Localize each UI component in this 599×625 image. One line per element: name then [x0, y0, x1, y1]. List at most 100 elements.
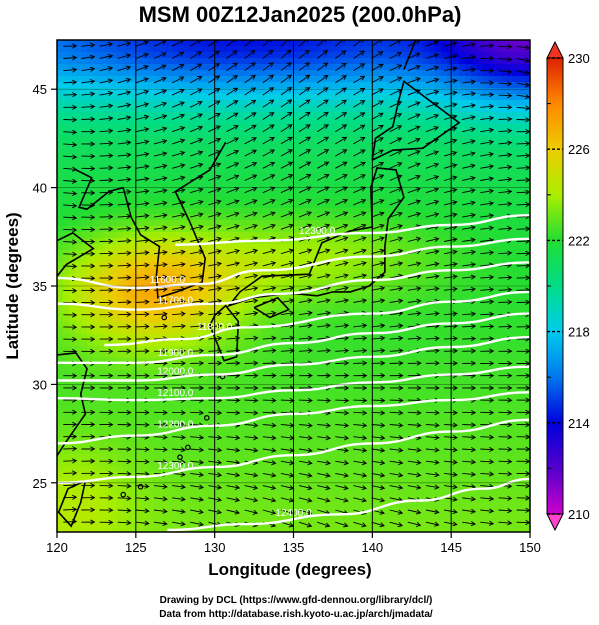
heatmap-cell [435, 334, 442, 341]
heatmap-cell [171, 142, 178, 149]
heatmap-cell [171, 124, 178, 131]
heatmap-cell [483, 160, 490, 167]
heatmap-cell [363, 304, 370, 311]
heatmap-cell [345, 76, 352, 83]
heatmap-cell [63, 352, 70, 359]
heatmap-cell [123, 130, 130, 137]
heatmap-cell [303, 388, 310, 395]
heatmap-cell [171, 334, 178, 341]
heatmap-cell [465, 268, 472, 275]
heatmap-cell [57, 310, 64, 317]
heatmap-cell [183, 52, 190, 59]
heatmap-cell [129, 112, 136, 119]
heatmap-cell [279, 166, 286, 173]
heatmap-cell [183, 238, 190, 245]
heatmap-cell [213, 136, 220, 143]
heatmap-cell [57, 346, 64, 353]
heatmap-cell [315, 208, 322, 215]
heatmap-cell [399, 76, 406, 83]
heatmap-cell [411, 250, 418, 257]
heatmap-cell [519, 274, 526, 281]
heatmap-cell [141, 166, 148, 173]
heatmap-cell [393, 154, 400, 161]
heatmap-cell [519, 112, 526, 119]
heatmap-cell [81, 148, 88, 155]
heatmap-cell [75, 70, 82, 77]
heatmap-cell [69, 406, 76, 413]
heatmap-cell [471, 304, 478, 311]
heatmap-cell [255, 400, 262, 407]
heatmap-cell [507, 208, 514, 215]
heatmap-cell [201, 76, 208, 83]
heatmap-cell [483, 376, 490, 383]
heatmap-cell [195, 196, 202, 203]
heatmap-cell [63, 112, 70, 119]
heatmap-cell [249, 370, 256, 377]
heatmap-cell [213, 124, 220, 131]
heatmap-cell [429, 46, 436, 53]
heatmap-cell [465, 340, 472, 347]
heatmap-cell [513, 76, 520, 83]
heatmap-cell [171, 280, 178, 287]
heatmap-cell [225, 340, 232, 347]
heatmap-cell [255, 352, 262, 359]
heatmap-cell [183, 316, 190, 323]
heatmap-cell [507, 166, 514, 173]
heatmap-cell [201, 382, 208, 389]
heatmap-cell [285, 208, 292, 215]
heatmap-cell [327, 172, 334, 179]
heatmap-cell [345, 190, 352, 197]
heatmap-cell [351, 328, 358, 335]
heatmap-cell [495, 58, 502, 65]
heatmap-cell [297, 304, 304, 311]
heatmap-cell [255, 190, 262, 197]
heatmap-cell [273, 196, 280, 203]
heatmap-cell [231, 412, 238, 419]
heatmap-cell [357, 268, 364, 275]
heatmap-cell [273, 106, 280, 113]
heatmap-cell [123, 400, 130, 407]
heatmap-cell [315, 214, 322, 221]
heatmap-cell [387, 154, 394, 161]
heatmap-cell [147, 196, 154, 203]
heatmap-cell [279, 364, 286, 371]
heatmap-cell [273, 262, 280, 269]
heatmap-cell [489, 220, 496, 227]
heatmap-cell [321, 262, 328, 269]
heatmap-cell [297, 286, 304, 293]
heatmap-cell [213, 82, 220, 89]
heatmap-cell [465, 406, 472, 413]
heatmap-cell [399, 226, 406, 233]
heatmap-cell [519, 256, 526, 263]
heatmap-cell [177, 400, 184, 407]
heatmap-cell [459, 412, 466, 419]
heatmap-cell [93, 352, 100, 359]
heatmap-cell [345, 124, 352, 131]
heatmap-cell [393, 112, 400, 119]
heatmap-cell [441, 46, 448, 53]
heatmap-cell [159, 178, 166, 185]
heatmap-cell [171, 400, 178, 407]
heatmap-cell [471, 346, 478, 353]
heatmap-cell [171, 376, 178, 383]
heatmap-cell [291, 220, 298, 227]
heatmap-cell [57, 154, 64, 161]
heatmap-cell [153, 124, 160, 131]
heatmap-cell [309, 118, 316, 125]
heatmap-cell [315, 148, 322, 155]
heatmap-cell [399, 46, 406, 53]
heatmap-cell [375, 388, 382, 395]
heatmap-cell [525, 220, 530, 227]
heatmap-cell [171, 118, 178, 125]
heatmap-cell [249, 232, 256, 239]
heatmap-cell [183, 262, 190, 269]
heatmap-cell [177, 82, 184, 89]
heatmap-cell [105, 310, 112, 317]
heatmap-cell [411, 238, 418, 245]
heatmap-cell [495, 130, 502, 137]
heatmap-cell [249, 82, 256, 89]
heatmap-cell [57, 76, 64, 83]
heatmap-cell [321, 214, 328, 221]
heatmap-cell [237, 208, 244, 215]
heatmap-cell [207, 40, 214, 47]
